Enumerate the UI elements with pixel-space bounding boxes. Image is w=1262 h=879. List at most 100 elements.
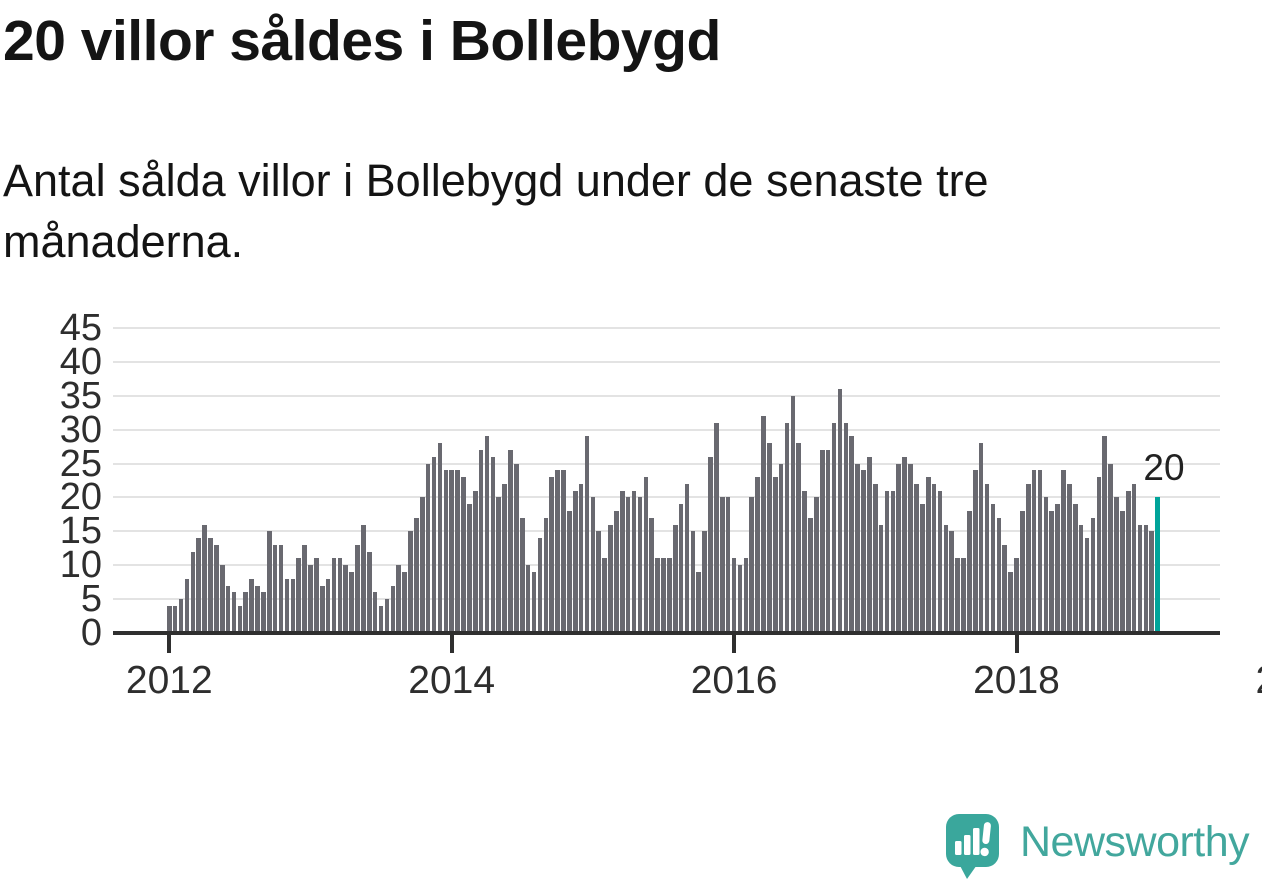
gridline — [113, 428, 1220, 431]
bar — [1120, 510, 1125, 633]
bar — [514, 463, 519, 633]
bar — [584, 436, 590, 633]
bar — [1049, 510, 1055, 633]
bar — [1031, 470, 1037, 633]
x-axis-label: 2016 — [690, 659, 778, 702]
bar — [461, 477, 466, 633]
bar — [1061, 470, 1066, 633]
bar — [572, 490, 578, 633]
bar — [319, 585, 325, 633]
bar — [1014, 558, 1019, 633]
bar — [814, 497, 819, 633]
bar — [631, 490, 637, 633]
bar — [984, 483, 990, 633]
bar — [231, 592, 237, 633]
x-axis-line — [113, 631, 1220, 635]
bar — [643, 477, 649, 633]
bar — [825, 449, 831, 633]
bar — [190, 551, 196, 633]
bar — [267, 531, 272, 633]
bar — [508, 449, 513, 633]
bar — [378, 605, 384, 633]
y-axis-label: 30 — [59, 408, 102, 451]
bar — [843, 422, 849, 633]
x-axis-tick — [167, 635, 172, 653]
bar — [990, 504, 996, 633]
bar — [1037, 470, 1043, 633]
bar — [519, 517, 525, 633]
bar — [878, 524, 884, 633]
bar — [431, 456, 437, 633]
bar — [355, 544, 360, 633]
bar — [872, 483, 878, 633]
bar — [361, 524, 366, 633]
bar — [549, 477, 554, 633]
y-axis-label: 25 — [59, 442, 102, 485]
bar — [778, 463, 784, 633]
bar — [1096, 477, 1102, 633]
bar — [684, 483, 690, 633]
bar — [937, 490, 943, 633]
bar — [1102, 436, 1107, 633]
bar — [978, 443, 984, 633]
chart-subtitle: Antal sålda villor i Bollebygd under de … — [3, 150, 1153, 272]
bar — [261, 592, 266, 633]
bar — [349, 571, 354, 633]
y-axis-label: 35 — [59, 374, 102, 417]
bar — [672, 524, 678, 633]
bar — [1131, 483, 1137, 633]
bar — [972, 470, 978, 633]
bar — [1137, 524, 1143, 633]
bar — [478, 449, 484, 633]
bar — [908, 463, 913, 633]
highlight-value-label: 20 — [1143, 447, 1185, 488]
bar — [525, 565, 531, 633]
gridline — [113, 462, 1220, 465]
bar — [214, 544, 219, 633]
bar — [596, 531, 602, 633]
bar — [531, 571, 537, 633]
bar — [619, 490, 625, 633]
bar — [178, 599, 184, 633]
bar — [237, 605, 243, 633]
y-axis-label: 15 — [59, 510, 102, 553]
bar — [708, 456, 713, 633]
bar — [343, 565, 349, 633]
bar — [1125, 490, 1131, 633]
bar — [743, 558, 749, 633]
bar — [1072, 504, 1078, 633]
bar — [896, 463, 902, 633]
x-axis-tick — [732, 635, 737, 653]
highlight-bar — [1155, 497, 1161, 633]
bar — [455, 470, 460, 633]
bar — [314, 558, 319, 633]
bar — [690, 531, 696, 633]
bar — [755, 477, 760, 633]
bar — [772, 477, 778, 633]
bar — [884, 490, 890, 633]
bar — [578, 483, 584, 633]
bar — [308, 565, 313, 633]
x-axis-label: 2014 — [408, 659, 496, 702]
y-axis-label: 10 — [59, 544, 102, 587]
bar — [167, 605, 172, 633]
gridline — [113, 530, 1220, 533]
bar — [614, 510, 619, 633]
bar — [931, 483, 937, 633]
bar — [902, 456, 907, 633]
bar — [555, 470, 560, 633]
bar — [625, 497, 631, 633]
bar — [437, 443, 443, 633]
bar — [255, 585, 260, 633]
bar — [272, 544, 278, 633]
bar — [943, 524, 949, 633]
bar — [1043, 497, 1049, 633]
subtitle-line-1: Antal sålda villor i Bollebygd under de … — [3, 155, 989, 206]
bar — [419, 497, 425, 633]
bar — [1020, 510, 1025, 633]
gridline — [113, 394, 1220, 397]
bar — [367, 551, 372, 633]
bar — [820, 449, 825, 633]
x-axis-tick — [449, 635, 454, 653]
